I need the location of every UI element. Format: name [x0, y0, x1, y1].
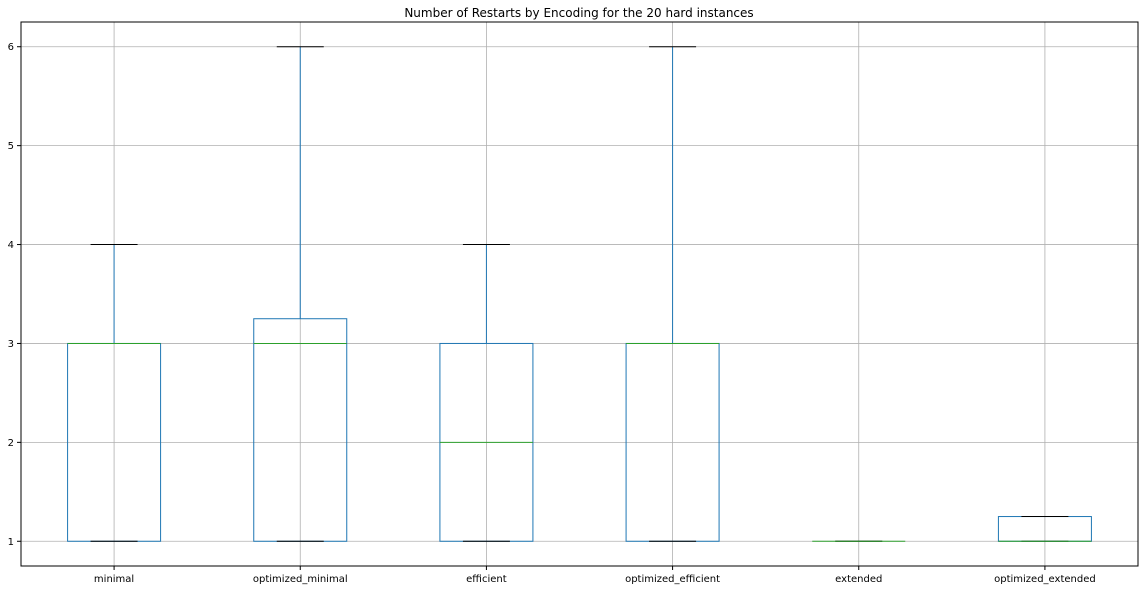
y-tick-label: 4 [8, 240, 14, 251]
x-tick-label: optimized_minimal [253, 574, 348, 585]
box-layer [67, 46, 1092, 542]
y-tick-label: 5 [8, 141, 14, 152]
y-tick-label: 6 [8, 42, 14, 53]
axis-layer: 1 2 3 4 5 6 minimal optimized_minimal efficient o… [8, 21, 1139, 585]
box-group-optimized_efficient [625, 46, 720, 542]
y-tick-label: 1 [8, 537, 14, 548]
x-tick-label: minimal [94, 574, 134, 585]
axes-frame [20, 21, 1139, 567]
x-tick-label: optimized_efficient [625, 574, 720, 585]
box-group-minimal [67, 244, 162, 542]
x-tick-label: extended [835, 574, 882, 585]
box-group-optimized_minimal [253, 46, 348, 542]
grid-layer [21, 22, 1138, 566]
y-tick-label: 2 [8, 438, 14, 449]
x-tick-label: optimized_extended [994, 574, 1096, 585]
chart-title: Number of Restarts by Encoding for the 2… [404, 6, 753, 20]
box-group-efficient [439, 244, 534, 542]
y-tick-label: 3 [8, 339, 14, 350]
box-group-optimized_extended [997, 516, 1092, 542]
x-tick-label: efficient [466, 574, 507, 585]
